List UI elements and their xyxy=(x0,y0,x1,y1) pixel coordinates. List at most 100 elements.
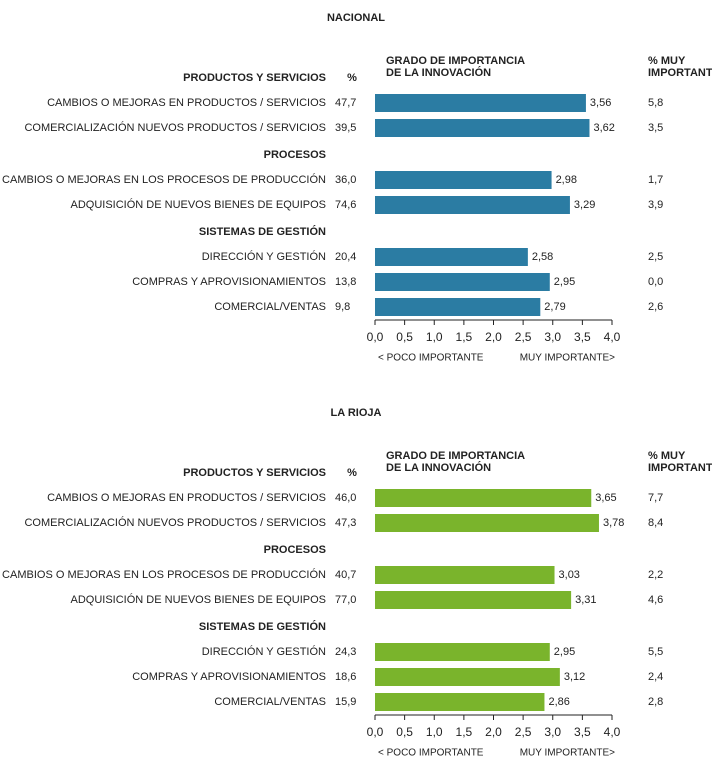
category-label: ADQUISICIÓN DE NUEVOS BIENES DE EQUIPOS xyxy=(71,593,327,606)
x-label-right: MUY IMPORTANTE> xyxy=(520,748,615,759)
percent-label: 74,6 xyxy=(335,199,356,211)
category-label: DIRECCIÓN Y GESTIÓN xyxy=(202,645,326,658)
category-label: COMPRAS Y APROVISIONAMIENTOS xyxy=(132,276,326,288)
x-tick-label: 2,5 xyxy=(515,330,532,344)
percent-label: 20,4 xyxy=(335,251,356,263)
category-label: CAMBIOS O MEJORAS EN LOS PROCESOS DE PRO… xyxy=(2,173,326,186)
category-label: COMERCIAL/VENTAS xyxy=(214,301,326,313)
importance-header: GRADO DE IMPORTANCIA xyxy=(386,450,525,462)
x-tick-label: 2,0 xyxy=(485,330,502,344)
very-header: % MUY xyxy=(648,55,686,67)
bar xyxy=(375,171,552,189)
x-tick-label: 3,5 xyxy=(574,330,591,344)
bar xyxy=(375,489,592,507)
very-label: 2,5 xyxy=(648,251,663,263)
value-label: 3,03 xyxy=(559,569,580,581)
very-label: 2,2 xyxy=(648,569,663,581)
percent-label: 40,7 xyxy=(335,569,356,581)
very-label: 0,0 xyxy=(648,276,663,288)
group-header: SISTEMAS DE GESTIÓN xyxy=(199,620,326,633)
value-label: 3,29 xyxy=(574,199,595,211)
value-label: 2,58 xyxy=(532,251,553,263)
bar xyxy=(375,566,555,584)
percent-label: 24,3 xyxy=(335,646,356,658)
x-tick-label: 1,0 xyxy=(426,330,443,344)
value-label: 3,78 xyxy=(603,517,624,529)
bar xyxy=(375,298,541,316)
pct-header: % xyxy=(347,72,357,84)
category-label: COMERCIALIZACIÓN NUEVOS PRODUCTOS / SERV… xyxy=(24,516,326,529)
bar xyxy=(375,643,550,661)
value-label: 2,95 xyxy=(554,646,575,658)
very-label: 8,4 xyxy=(648,517,663,529)
value-label: 3,65 xyxy=(595,492,616,504)
category-label: CAMBIOS O MEJORAS EN LOS PROCESOS DE PRO… xyxy=(2,568,326,581)
bar xyxy=(375,248,528,266)
bar xyxy=(375,119,590,137)
very-header: % MUY xyxy=(648,450,686,462)
x-label-left: < POCO IMPORTANTE xyxy=(378,353,484,364)
very-label: 2,4 xyxy=(648,671,663,683)
x-tick-label: 4,0 xyxy=(604,330,621,344)
x-tick-label: 1,0 xyxy=(426,725,443,739)
very-label: 2,8 xyxy=(648,696,663,708)
x-tick-label: 0,5 xyxy=(396,330,413,344)
x-tick-label: 1,5 xyxy=(456,330,473,344)
bar xyxy=(375,693,545,711)
value-label: 2,95 xyxy=(554,276,575,288)
percent-label: 47,7 xyxy=(335,97,356,109)
x-tick-label: 0,5 xyxy=(396,725,413,739)
x-tick-label: 3,5 xyxy=(574,725,591,739)
chart-title: NACIONAL xyxy=(327,12,385,24)
percent-label: 15,9 xyxy=(335,696,356,708)
percent-label: 36,0 xyxy=(335,174,356,186)
percent-label: 18,6 xyxy=(335,671,356,683)
x-tick-label: 0,0 xyxy=(367,725,384,739)
very-label: 1,7 xyxy=(648,174,663,186)
bar xyxy=(375,196,570,214)
percent-label: 39,5 xyxy=(335,122,356,134)
x-tick-label: 0,0 xyxy=(367,330,384,344)
importance-header: DE LA INNOVACIÓN xyxy=(386,66,491,79)
x-tick-label: 4,0 xyxy=(604,725,621,739)
group-header: PRODUCTOS Y SERVICIOS xyxy=(183,467,326,479)
percent-label: 46,0 xyxy=(335,492,356,504)
bar xyxy=(375,514,599,532)
bar xyxy=(375,94,586,112)
very-header: IMPORTANTE xyxy=(648,67,712,79)
importance-header: GRADO DE IMPORTANCIA xyxy=(386,55,525,67)
bar xyxy=(375,591,572,609)
x-tick-label: 3,0 xyxy=(544,725,561,739)
value-label: 2,79 xyxy=(544,301,565,313)
very-header: IMPORTANTE xyxy=(648,462,712,474)
value-label: 2,86 xyxy=(548,696,569,708)
value-label: 3,31 xyxy=(575,594,596,606)
very-label: 3,5 xyxy=(648,122,663,134)
importance-header: DE LA INNOVACIÓN xyxy=(386,461,491,474)
group-header: SISTEMAS DE GESTIÓN xyxy=(199,225,326,238)
pct-header: % xyxy=(347,467,357,479)
percent-label: 47,3 xyxy=(335,517,356,529)
value-label: 3,12 xyxy=(564,671,585,683)
category-label: COMERCIALIZACIÓN NUEVOS PRODUCTOS / SERV… xyxy=(24,121,326,134)
group-header: PROCESOS xyxy=(264,149,326,161)
very-label: 4,6 xyxy=(648,594,663,606)
percent-label: 9,8 xyxy=(335,301,350,313)
bar xyxy=(375,668,560,686)
x-tick-label: 1,5 xyxy=(456,725,473,739)
x-tick-label: 3,0 xyxy=(544,330,561,344)
very-label: 2,6 xyxy=(648,301,663,313)
percent-label: 77,0 xyxy=(335,594,356,606)
value-label: 3,56 xyxy=(590,97,611,109)
x-tick-label: 2,5 xyxy=(515,725,532,739)
very-label: 5,8 xyxy=(648,97,663,109)
x-label-right: MUY IMPORTANTE> xyxy=(520,353,615,364)
category-label: COMERCIAL/VENTAS xyxy=(214,696,326,708)
category-label: CAMBIOS O MEJORAS EN PRODUCTOS / SERVICI… xyxy=(47,492,326,504)
very-label: 5,5 xyxy=(648,646,663,658)
very-label: 3,9 xyxy=(648,199,663,211)
group-header: PROCESOS xyxy=(264,544,326,556)
x-label-left: < POCO IMPORTANTE xyxy=(378,748,484,759)
value-label: 2,98 xyxy=(556,174,577,186)
